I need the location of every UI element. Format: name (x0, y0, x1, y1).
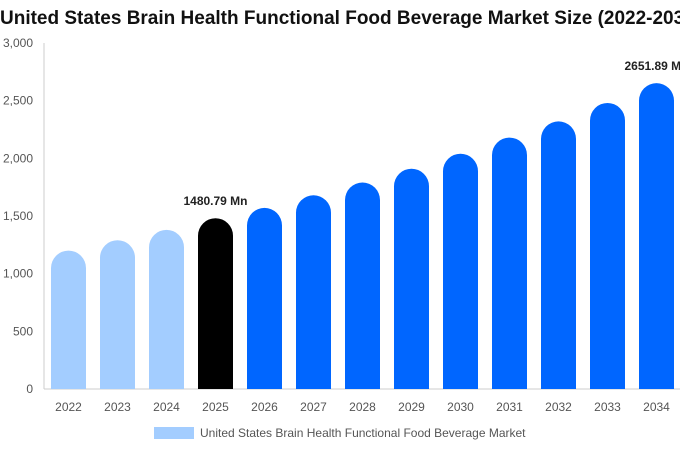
bar-2028 (345, 182, 380, 389)
y-tick-label: 1,500 (3, 209, 33, 223)
y-tick-label: 1,000 (3, 267, 33, 281)
legend-label: United States Brain Health Functional Fo… (200, 426, 526, 440)
x-tick-label: 2023 (104, 400, 131, 414)
bar-2022 (51, 250, 86, 389)
bar-2030 (443, 153, 478, 389)
bar-2034 (639, 83, 674, 390)
bar-2024 (149, 229, 184, 389)
bar-2031 (492, 137, 527, 389)
y-tick-label: 3,000 (3, 36, 33, 50)
legend-swatch (154, 427, 194, 439)
x-tick-label: 2027 (300, 400, 327, 414)
legend: United States Brain Health Functional Fo… (154, 425, 526, 441)
y-tick-label: 2,500 (3, 94, 33, 108)
x-tick-label: 2033 (594, 400, 621, 414)
y-tick-label: 2,000 (3, 151, 33, 165)
y-tick-label: 0 (26, 382, 33, 396)
x-tick-label: 2022 (55, 400, 82, 414)
x-tick-label: 2028 (349, 400, 376, 414)
bar-2026 (247, 207, 282, 389)
x-tick-label: 2030 (447, 400, 474, 414)
data-label: 2651.89 Mn (624, 59, 680, 73)
x-tick-label: 2034 (643, 400, 670, 414)
bar-2029 (394, 168, 429, 389)
x-tick-label: 2025 (202, 400, 229, 414)
x-tick-label: 2024 (153, 400, 180, 414)
x-tick-label: 2032 (545, 400, 572, 414)
data-label: 1480.79 Mn (183, 194, 247, 208)
bar-2023 (100, 240, 135, 389)
chart-title: United States Brain Health Functional Fo… (0, 8, 680, 29)
bar-2032 (541, 121, 576, 389)
x-tick-label: 2029 (398, 400, 425, 414)
bar-2027 (296, 195, 331, 389)
bar-2025 (198, 218, 233, 389)
bar-2033 (590, 102, 625, 390)
y-tick-label: 500 (13, 324, 33, 338)
x-tick-label: 2026 (251, 400, 278, 414)
x-tick-label: 2031 (496, 400, 523, 414)
